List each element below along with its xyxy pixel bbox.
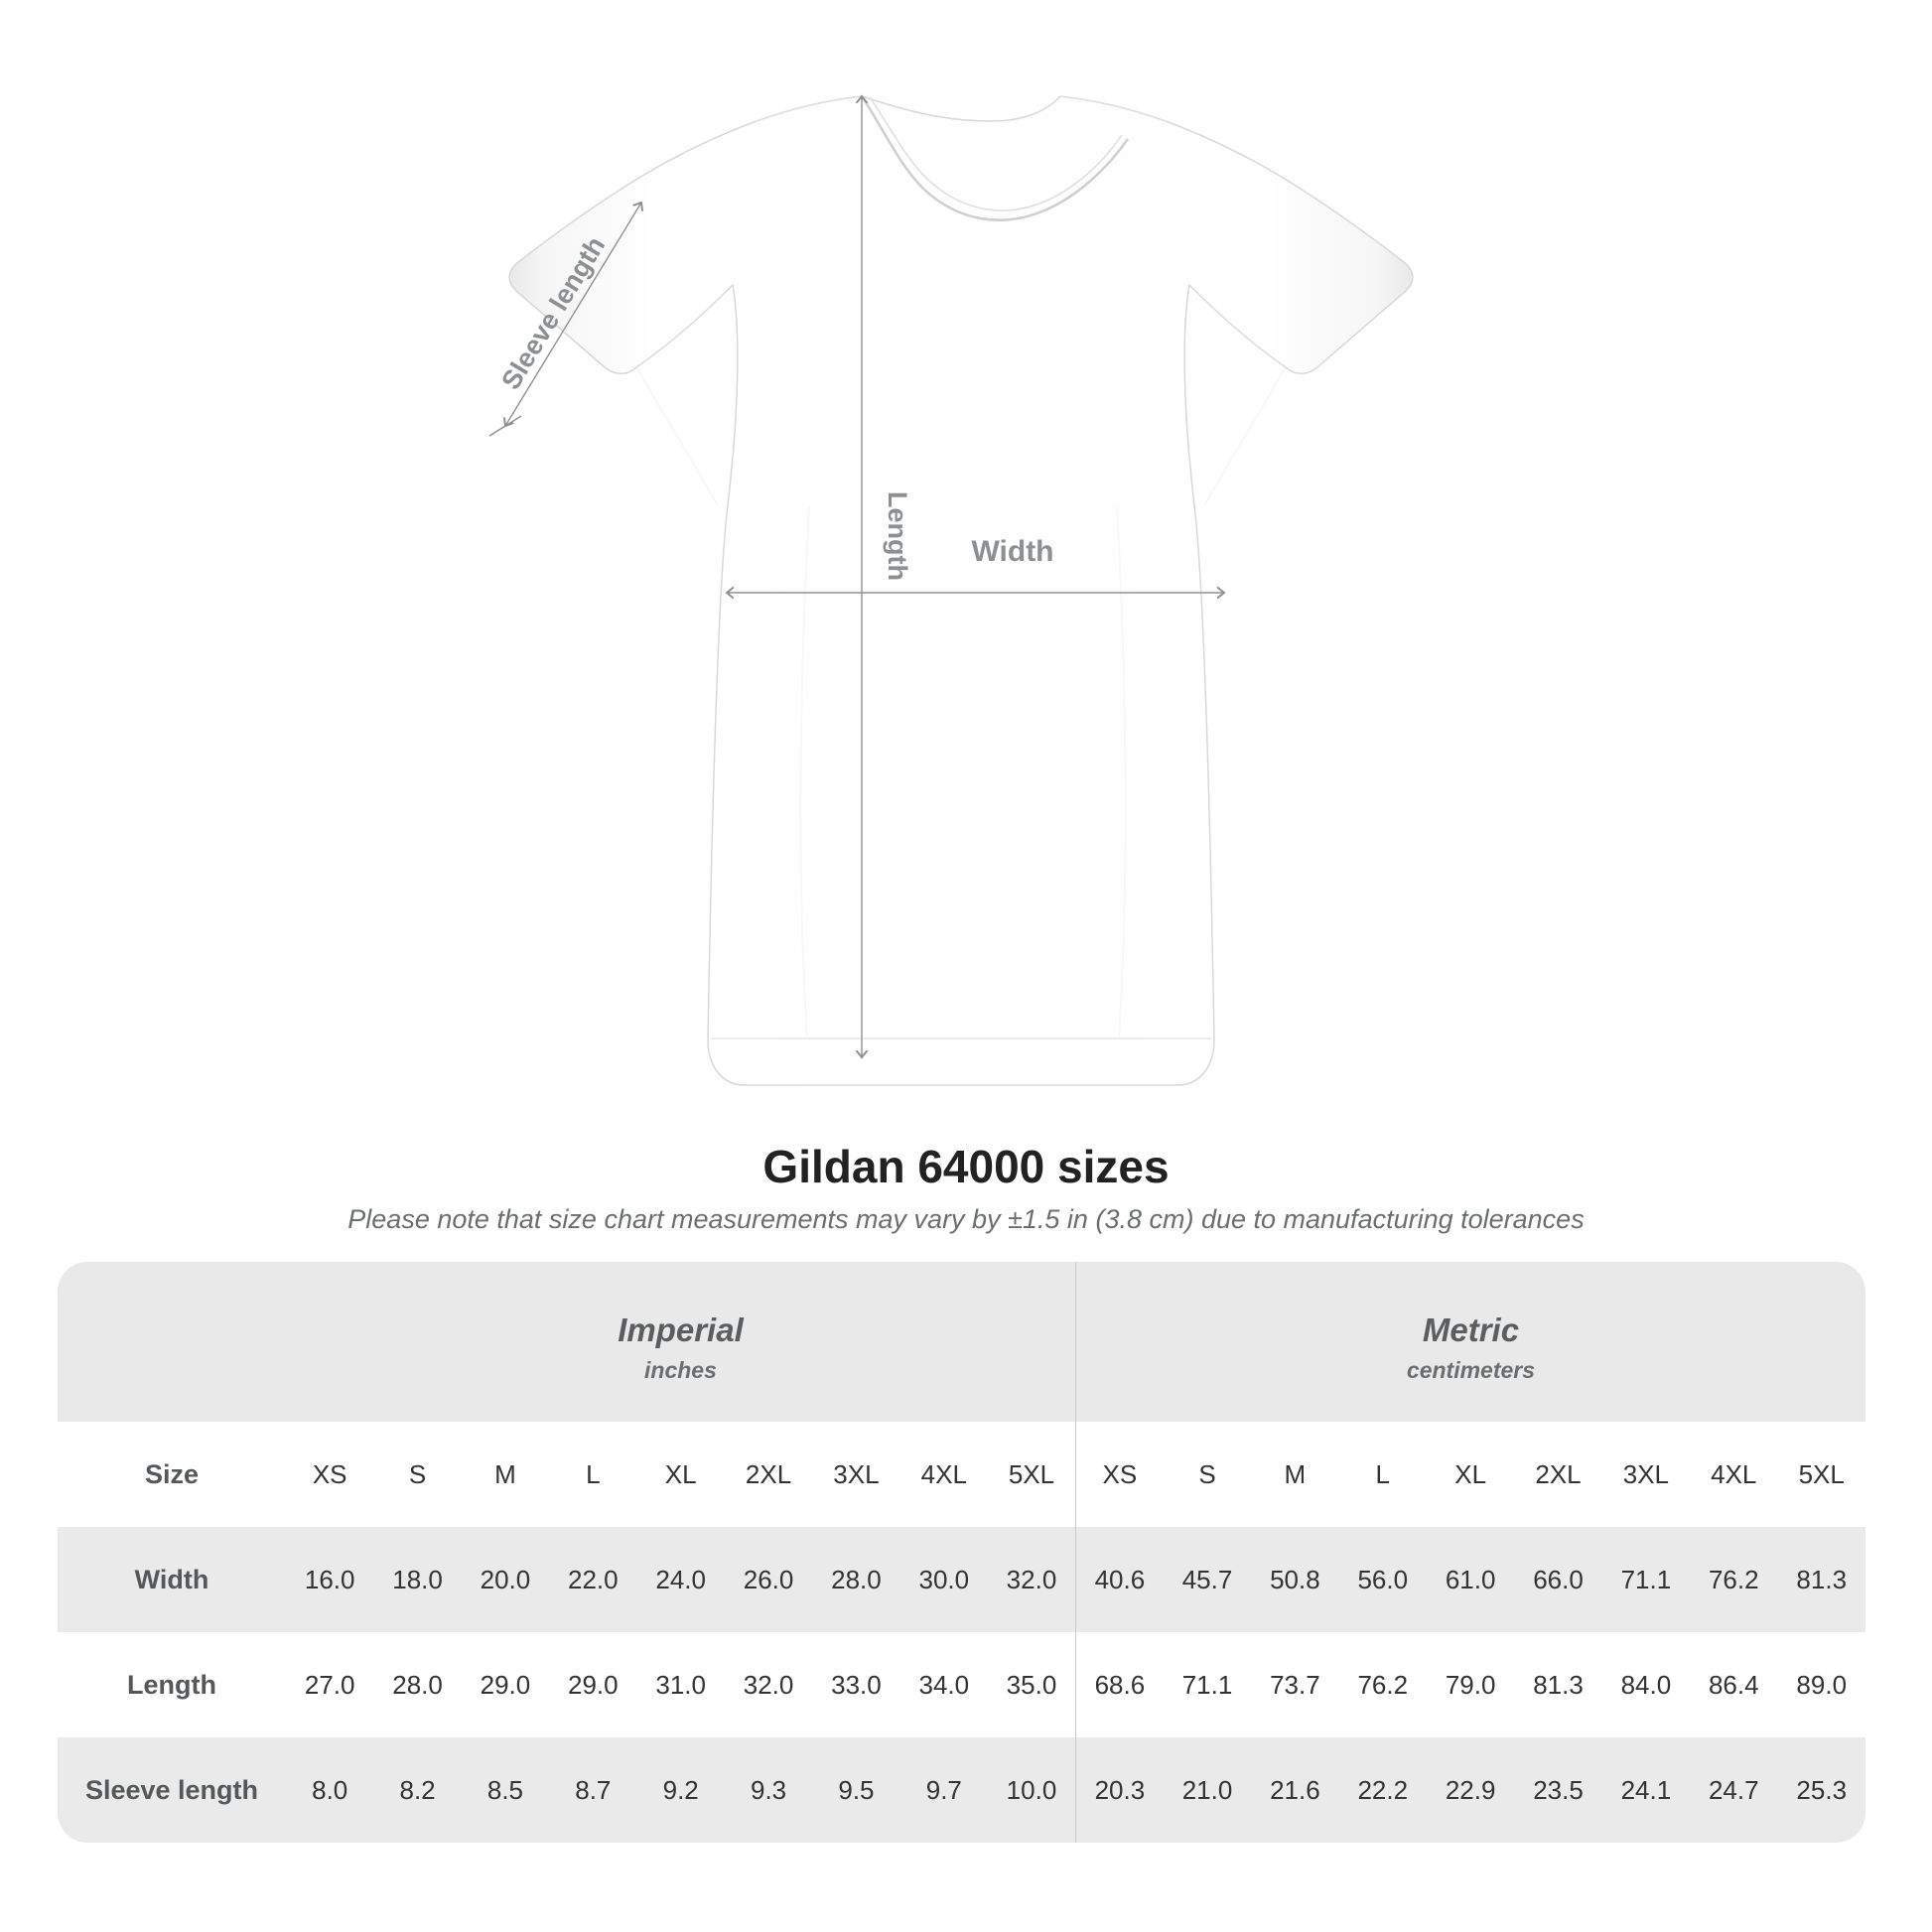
svg-text:Width: Width <box>971 535 1053 568</box>
svg-text:Length: Length <box>883 491 912 581</box>
